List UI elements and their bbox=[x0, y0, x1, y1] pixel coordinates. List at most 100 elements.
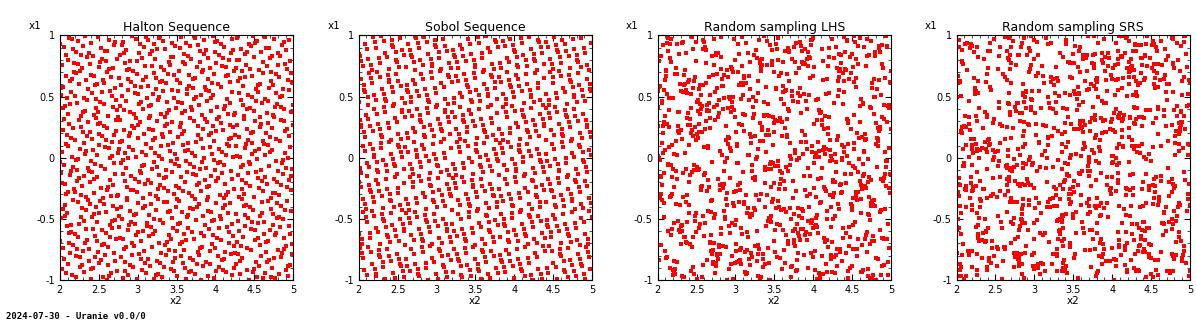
Point bbox=[77, 194, 96, 199]
Point bbox=[530, 200, 549, 205]
Point bbox=[663, 226, 682, 231]
Point bbox=[1033, 261, 1052, 266]
Point bbox=[554, 133, 573, 138]
Point bbox=[1152, 143, 1171, 148]
Point bbox=[447, 140, 466, 145]
Point bbox=[1158, 81, 1177, 86]
Point bbox=[1139, 184, 1158, 189]
Point bbox=[128, 91, 147, 96]
Point bbox=[232, 197, 251, 202]
Point bbox=[740, 262, 759, 268]
Point bbox=[740, 86, 759, 91]
Point bbox=[90, 142, 109, 147]
Point bbox=[83, 265, 102, 270]
Point bbox=[1121, 116, 1140, 121]
Point bbox=[175, 247, 194, 252]
Point bbox=[1163, 216, 1182, 221]
Point bbox=[756, 181, 775, 186]
Point bbox=[773, 59, 792, 64]
Point bbox=[703, 247, 722, 252]
Point bbox=[154, 199, 173, 204]
Point bbox=[731, 180, 750, 185]
Point bbox=[362, 76, 382, 81]
Point bbox=[86, 162, 105, 167]
Point bbox=[51, 216, 71, 221]
Point bbox=[556, 156, 575, 161]
Point bbox=[555, 270, 574, 275]
Point bbox=[451, 150, 470, 155]
Point bbox=[1118, 66, 1137, 71]
Point bbox=[405, 68, 425, 73]
Point bbox=[160, 129, 179, 134]
Point bbox=[397, 210, 416, 215]
Point bbox=[1033, 233, 1052, 238]
Point bbox=[1121, 57, 1140, 62]
Point bbox=[850, 104, 869, 109]
Point bbox=[185, 271, 205, 276]
Point bbox=[695, 173, 714, 178]
Point bbox=[869, 127, 889, 132]
Point bbox=[968, 147, 987, 152]
Point bbox=[138, 96, 157, 101]
Point bbox=[452, 227, 471, 232]
Point bbox=[225, 69, 244, 74]
Point bbox=[399, 109, 419, 114]
Point bbox=[59, 261, 78, 267]
Point bbox=[208, 82, 227, 87]
Point bbox=[716, 137, 736, 142]
Point bbox=[258, 143, 277, 148]
Point bbox=[495, 163, 514, 168]
Point bbox=[1110, 112, 1129, 118]
Point bbox=[504, 42, 523, 47]
Point bbox=[672, 40, 691, 45]
Point bbox=[789, 251, 808, 256]
Point bbox=[77, 227, 96, 232]
Point bbox=[1052, 269, 1072, 274]
Point bbox=[718, 277, 737, 282]
Point bbox=[856, 237, 875, 242]
Point bbox=[963, 265, 982, 270]
Point bbox=[206, 50, 225, 55]
Point bbox=[1124, 48, 1143, 53]
Point bbox=[869, 78, 889, 83]
Point bbox=[1153, 62, 1172, 67]
Point bbox=[1122, 258, 1141, 263]
Point bbox=[216, 192, 236, 197]
Point bbox=[798, 146, 817, 151]
Point bbox=[712, 34, 731, 40]
Point bbox=[65, 60, 84, 65]
Point bbox=[536, 92, 555, 97]
Point bbox=[969, 231, 988, 236]
Point bbox=[487, 39, 506, 44]
Point bbox=[1054, 225, 1073, 230]
Point bbox=[257, 249, 276, 254]
Point bbox=[757, 192, 776, 197]
Point bbox=[205, 71, 224, 76]
Point bbox=[678, 219, 697, 224]
Point bbox=[695, 126, 714, 131]
Point bbox=[165, 73, 184, 78]
Point bbox=[694, 46, 713, 52]
Point bbox=[230, 272, 249, 277]
Point bbox=[875, 206, 895, 212]
Point bbox=[1006, 105, 1025, 110]
Point bbox=[475, 129, 494, 134]
Point bbox=[468, 261, 487, 266]
Point bbox=[62, 37, 81, 42]
Point bbox=[848, 247, 867, 252]
Point bbox=[1006, 236, 1025, 241]
Point bbox=[535, 62, 554, 67]
Point bbox=[475, 141, 494, 146]
Point bbox=[421, 170, 440, 175]
Point bbox=[1146, 75, 1165, 80]
Point bbox=[1102, 72, 1121, 78]
Point bbox=[356, 215, 376, 220]
Point bbox=[1170, 68, 1189, 73]
Point bbox=[89, 110, 108, 115]
Point bbox=[391, 136, 410, 141]
Point bbox=[1105, 110, 1124, 116]
Point bbox=[1142, 159, 1161, 164]
Point bbox=[359, 244, 378, 249]
Point bbox=[188, 261, 207, 267]
Point bbox=[783, 196, 803, 201]
